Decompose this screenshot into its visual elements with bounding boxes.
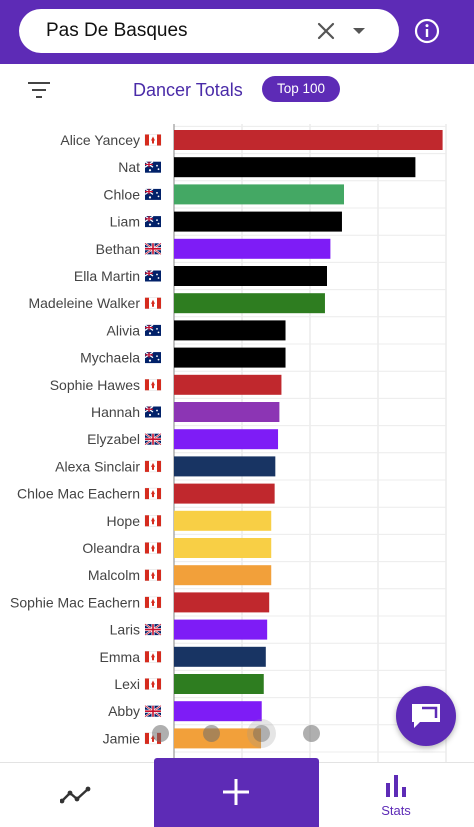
page-dot-active[interactable] (253, 725, 270, 742)
trending-line-icon[interactable] (60, 785, 92, 805)
flag-icon-au (144, 215, 161, 228)
app-bar: Pas De Basques (0, 0, 474, 64)
flag-icon-au (144, 188, 161, 200)
bar[interactable] (174, 510, 272, 531)
bar[interactable] (174, 538, 272, 558)
category-label: Laris (110, 622, 140, 638)
flag-icon-au (144, 351, 161, 364)
flag-icon-gb (144, 704, 162, 718)
flag-icon-ca (144, 542, 162, 554)
bar[interactable] (174, 592, 270, 613)
close-icon[interactable] (316, 21, 336, 41)
category-label: Jamie (103, 730, 141, 746)
bar[interactable] (174, 483, 275, 504)
top-100-badge[interactable]: Top 100 (262, 76, 340, 102)
search-input[interactable]: Pas De Basques (46, 20, 188, 41)
plus-icon (223, 779, 249, 805)
bar[interactable] (174, 320, 286, 341)
flag-icon-ca (144, 651, 162, 663)
bar[interactable] (174, 674, 264, 694)
bar-chart-icon (386, 775, 406, 797)
dancer-totals-chart: Alice Yancey Nat Chloe Liam Bethan Ella Marti… (10, 124, 447, 762)
flag-icon-au (144, 405, 161, 418)
category-label: Chloe Mac Eachern (17, 486, 140, 502)
feedback-fab-button[interactable] (396, 686, 456, 746)
category-label: Lexi (114, 676, 140, 692)
bar[interactable] (174, 701, 262, 722)
bar[interactable] (174, 157, 416, 178)
bar[interactable] (174, 456, 276, 477)
flag-icon-au (144, 324, 161, 336)
bar[interactable] (174, 402, 280, 422)
flag-icon-ca (144, 460, 162, 473)
bar[interactable] (174, 184, 344, 205)
bar[interactable] (174, 646, 266, 667)
page-dot[interactable] (203, 725, 220, 742)
chat-bubble-icon (412, 704, 440, 728)
flag-icon-au (144, 161, 161, 173)
info-icon[interactable] (414, 18, 440, 44)
category-label: Bethan (96, 241, 140, 257)
category-label: Madeleine Walker (28, 295, 140, 311)
category-label: Hope (107, 513, 141, 529)
category-label: Ella Martin (74, 268, 140, 284)
bar[interactable] (174, 374, 282, 395)
bottom-navigation: Stats (0, 758, 474, 827)
flag-icon-ca (144, 596, 162, 609)
bar[interactable] (174, 347, 286, 368)
category-label: Nat (118, 159, 140, 175)
flag-icon-gb (144, 432, 162, 446)
bar[interactable] (174, 565, 272, 586)
bar[interactable] (174, 130, 443, 150)
bar[interactable] (174, 266, 327, 286)
category-label: Elyzabel (87, 431, 140, 447)
category-label: Sophie Mac Eachern (10, 594, 140, 610)
category-label: Oleandra (82, 540, 140, 556)
panel-title: Dancer Totals (133, 80, 243, 100)
filter-list-icon[interactable] (28, 82, 50, 98)
search-box[interactable]: Pas De Basques (19, 9, 399, 53)
category-label: Emma (100, 649, 141, 665)
category-label: Malcolm (88, 567, 140, 583)
add-button[interactable] (154, 758, 319, 827)
flag-icon-ca (144, 678, 162, 690)
category-label: Mychaela (80, 350, 140, 366)
flag-icon-ca (144, 487, 162, 500)
bar[interactable] (174, 293, 325, 314)
category-label: Hannah (91, 404, 140, 420)
bar[interactable] (174, 211, 342, 232)
bar[interactable] (174, 429, 279, 450)
flag-icon-ca (144, 379, 162, 391)
flag-icon-ca (144, 569, 162, 581)
flag-icon-gb (144, 623, 162, 636)
category-label: Sophie Hawes (50, 377, 140, 393)
category-label: Liam (110, 214, 140, 230)
category-label: Abby (108, 703, 140, 719)
page-dot[interactable] (152, 725, 169, 742)
nav-stats-tab[interactable]: Stats (374, 775, 418, 819)
flag-icon-ca (144, 297, 162, 309)
bar[interactable] (174, 619, 268, 640)
bar[interactable] (174, 238, 331, 259)
category-label: Alexa Sinclair (55, 458, 140, 474)
category-label: Alice Yancey (60, 132, 140, 148)
nav-stats-label: Stats (381, 803, 411, 818)
flag-icon-au (144, 269, 161, 282)
page-indicator (150, 724, 330, 744)
category-label: Alivia (107, 322, 141, 338)
page-dot[interactable] (303, 725, 320, 742)
caret-down-icon[interactable] (352, 27, 366, 35)
category-label: Chloe (103, 186, 140, 202)
flag-icon-gb (144, 242, 162, 256)
flag-icon-ca (144, 134, 162, 146)
flag-icon-ca (144, 515, 162, 527)
